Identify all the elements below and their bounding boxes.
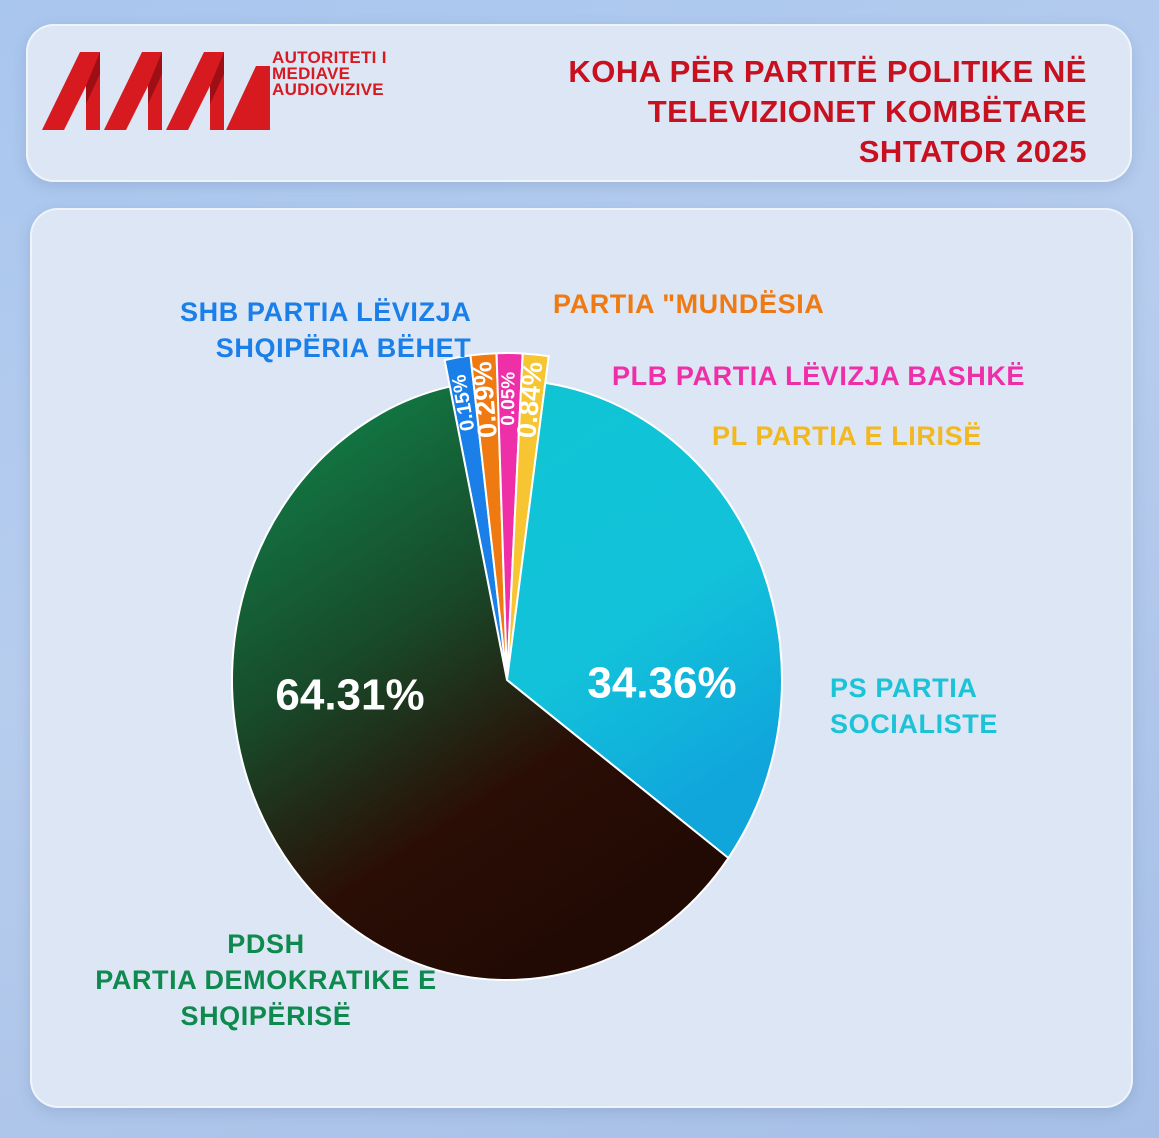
label-shb-line-2: SHQIPËRIA BËHET: [215, 333, 472, 363]
label-plb: PLB PARTIA LËVIZJA BASHKË: [612, 358, 1025, 394]
label-ps-line-1: PS PARTIA: [830, 673, 978, 703]
slice-ps: [505, 381, 783, 860]
value-label-pdsh: 64.31%: [275, 671, 424, 720]
title-line-1: KOHA PËR PARTITË POLITIKE NË: [568, 54, 1087, 89]
label-pl: PL PARTIA E LIRISË: [712, 418, 982, 454]
value-label-pl: 0.84%: [511, 360, 548, 439]
title-line-2: TELEVIZIONET KOMBËTARE: [647, 94, 1087, 129]
label-shb: SHB PARTIA LËVIZJA SHQIPËRIA BËHET: [180, 294, 471, 366]
title-line-3: SHTATOR 2025: [858, 134, 1087, 169]
label-pl-line-1: PL PARTIA E LIRISË: [712, 421, 982, 451]
value-label-plb: 0.05%: [498, 372, 519, 426]
label-pdsh-line-1: PDSH: [227, 929, 305, 959]
logo-text-line-3: AUDIOVIZIVE: [272, 80, 384, 99]
chart-title: KOHA PËR PARTITË POLITIKE NË TELEVIZIONE…: [407, 52, 1087, 172]
value-label-ps: 34.36%: [587, 659, 736, 708]
value-label-mundesia: 0.29%: [467, 360, 503, 439]
label-ps: PS PARTIA SOCIALISTE: [830, 670, 998, 742]
label-ps-line-2: SOCIALISTE: [830, 709, 999, 739]
label-pdsh-line-2: PARTIA DEMOKRATIKE E: [95, 965, 437, 995]
label-mundesia-line-1: PARTIA "MUNDËSIA: [553, 289, 825, 319]
logo-text: AUTORITETI I MEDIAVE AUDIOVIZIVE: [272, 48, 387, 99]
ama-logo-mark: [42, 52, 270, 130]
logo-text-line-1: AUTORITETI I: [272, 48, 387, 67]
label-mundesia: PARTIA "MUNDËSIA: [553, 286, 824, 322]
logo-text-line-2: MEDIAVE: [272, 64, 351, 83]
slice-pdsh: [231, 385, 730, 981]
label-pdsh-line-3: SHQIPËRISË: [180, 1001, 352, 1031]
label-plb-line-1: PLB PARTIA LËVIZJA BASHKË: [612, 361, 1026, 391]
label-shb-line-1: SHB PARTIA LËVIZJA: [180, 297, 472, 327]
label-pdsh: PDSH PARTIA DEMOKRATIKE E SHQIPËRISË: [66, 926, 466, 1034]
